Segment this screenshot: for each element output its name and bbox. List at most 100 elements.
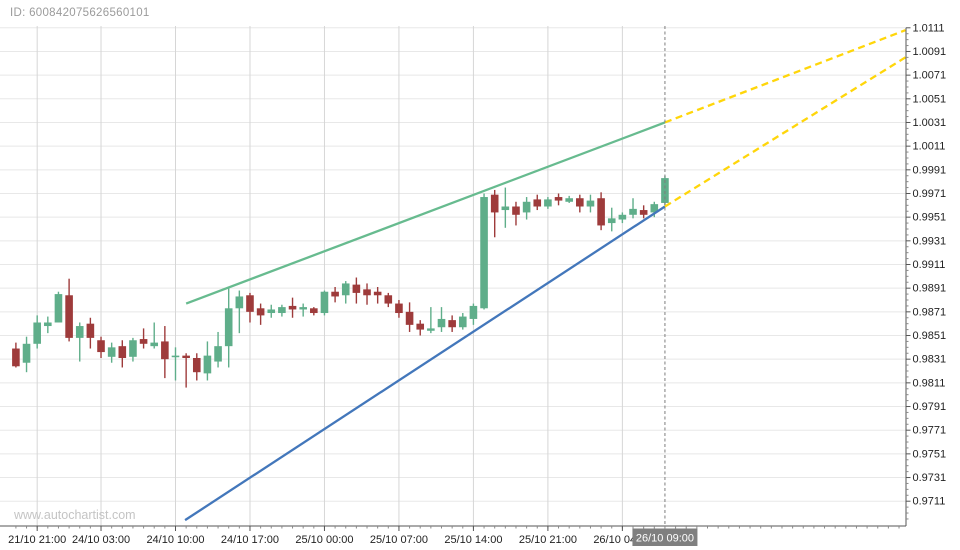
candle-body — [12, 348, 20, 367]
candle-body — [341, 283, 350, 296]
candle-body — [214, 346, 222, 362]
highlight-label-box — [632, 528, 698, 546]
candle-body — [320, 291, 329, 314]
candle-body — [246, 295, 254, 312]
candle-body — [224, 308, 233, 347]
candle-body — [597, 198, 605, 226]
candle-body — [150, 342, 159, 347]
candle-body — [267, 309, 276, 314]
candle-body — [54, 294, 63, 323]
candle-body — [33, 322, 41, 344]
candle-body — [458, 316, 467, 328]
candle-body — [395, 303, 403, 314]
pattern-id-label: ID: 600842075626560101 — [10, 7, 150, 19]
candle-body — [490, 194, 499, 213]
candle-body — [416, 323, 425, 330]
candle-body — [565, 198, 573, 202]
candle-body — [618, 214, 627, 220]
candle-body — [203, 355, 212, 374]
y-tick-label: 0.9731 — [913, 472, 947, 484]
candle-body — [405, 311, 414, 325]
gridlines — [0, 26, 906, 526]
candle-body — [363, 289, 371, 296]
y-tick-label: 1.0111 — [913, 22, 945, 34]
watermark: www.autochartist.com — [14, 508, 136, 522]
upper-forecast-extension — [664, 29, 906, 124]
candle-body — [278, 307, 286, 314]
y-tick-label: 0.9911 — [913, 259, 946, 271]
y-tick-label: 1.0031 — [913, 117, 947, 129]
candle-body — [373, 291, 382, 296]
y-tick-label: 0.9791 — [913, 401, 947, 413]
candle-body — [129, 340, 137, 357]
y-tick-label: 0.9711 — [913, 496, 946, 508]
y-tick-label: 1.0071 — [913, 70, 947, 82]
y-tick-label: 0.9811 — [913, 377, 946, 389]
y-tick-label: 0.9871 — [913, 306, 947, 318]
y-tick-label: 0.9971 — [913, 188, 947, 200]
candle-body — [586, 200, 595, 207]
x-tick-label: 24/10 03:00 — [72, 534, 130, 546]
y-tick-label: 0.9931 — [913, 235, 947, 247]
candle-body — [161, 341, 169, 360]
x-tick-label: 21/10 21:00 — [8, 534, 66, 546]
candle-body — [480, 197, 488, 309]
candle-body — [44, 322, 52, 327]
trendlines — [184, 29, 907, 522]
y-tick-label: 0.9751 — [913, 448, 947, 460]
candle-body — [235, 296, 244, 309]
candle-body — [171, 355, 180, 358]
candle-body — [22, 343, 31, 363]
candle-body — [352, 284, 361, 293]
candle-body — [118, 346, 127, 358]
x-tick-label: 24/10 10:00 — [146, 534, 204, 546]
candle-body — [427, 328, 435, 331]
candlesticks — [12, 175, 669, 388]
candle-body — [522, 201, 531, 213]
y-tick-label: 0.9771 — [913, 425, 947, 437]
y-tick-label: 0.9831 — [913, 354, 947, 366]
x-tick-label: 25/10 14:00 — [444, 534, 502, 546]
x-tick-label: 25/10 00:00 — [295, 534, 353, 546]
candle-body — [139, 339, 148, 344]
x-tick-label: 24/10 17:00 — [221, 534, 279, 546]
candle-body — [576, 198, 584, 207]
candle-body — [607, 218, 616, 224]
candle-body — [384, 295, 393, 304]
lower-trendline — [184, 205, 666, 522]
candle-body — [97, 340, 105, 353]
candle-body — [469, 305, 478, 319]
candle-body — [661, 178, 669, 203]
candle-body — [182, 355, 190, 358]
y-tick-label: 1.0051 — [913, 93, 947, 105]
candle-body — [533, 199, 542, 207]
candle-body — [288, 305, 297, 310]
candle-body — [639, 210, 648, 215]
candle-body — [650, 204, 659, 213]
candle-body — [331, 291, 339, 297]
candle-body — [65, 295, 73, 338]
y-tick-label: 1.0011 — [913, 141, 946, 153]
candle-body — [107, 347, 116, 357]
candle-body — [544, 199, 552, 207]
candle-body — [299, 307, 307, 310]
highlight-label-text: 26/10 09:00 — [636, 533, 694, 545]
y-tick-label: 0.9851 — [913, 330, 947, 342]
x-tick-label: 25/10 21:00 — [519, 534, 577, 546]
y-tick-label: 1.0091 — [913, 46, 947, 58]
candle-body — [192, 357, 201, 373]
lower-forecast-extension — [664, 56, 907, 208]
candle-body — [75, 326, 84, 338]
candle-body — [629, 208, 637, 215]
upper-trendline — [185, 121, 666, 305]
y-tick-label: 0.9951 — [913, 212, 947, 224]
candle-body — [437, 318, 446, 328]
y-tick-label: 0.9891 — [913, 283, 947, 295]
x-tick-label: 25/10 07:00 — [370, 534, 428, 546]
candle-body — [554, 197, 563, 201]
candle-body — [86, 323, 95, 338]
highlighted-time-label: 26/10 09:00 — [632, 528, 698, 546]
y-tick-label: 0.9991 — [913, 164, 947, 176]
